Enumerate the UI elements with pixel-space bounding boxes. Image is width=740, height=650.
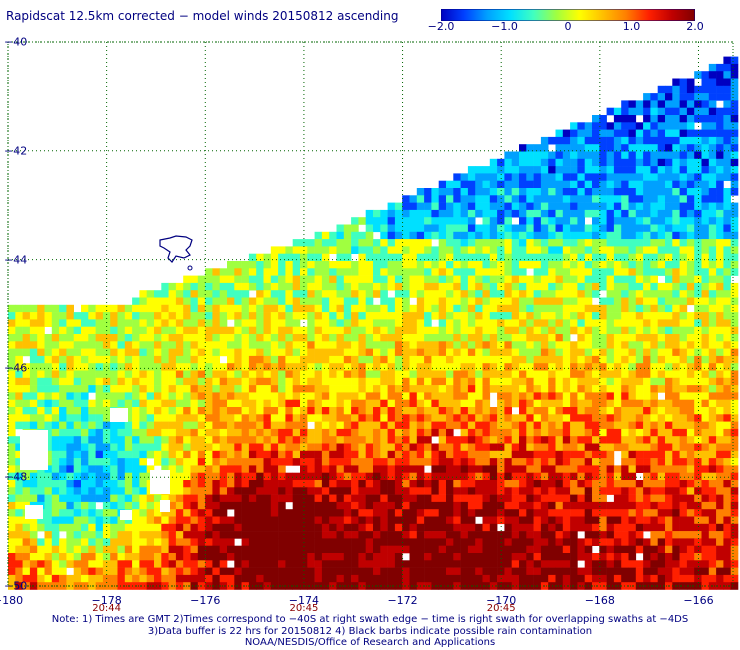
latitude-label: −46 [4,361,28,375]
longitude-label: −170 [486,594,517,607]
wind-cells [8,56,739,590]
longitude-label: −176 [190,594,221,607]
data-gap [160,500,170,512]
longitude-label: −180 [0,594,24,607]
data-gap [120,510,132,520]
latitude-label: −44 [4,253,28,267]
colorbar-tick-label: 2.0 [686,20,704,33]
longitude-label: −174 [288,594,320,607]
colorbar-tick-label: −1.0 [491,20,518,33]
footnote-line-1: Note: 1) Times are GMT 2)Times correspon… [51,614,689,625]
colorbar-tick-label: 0 [564,20,572,33]
data-gap [150,470,170,494]
time-label: 20:45 [486,603,516,614]
colorbar-tick-label: 1.0 [622,20,641,33]
latitude-label: −40 [4,35,28,49]
longitude-label: −166 [683,594,714,607]
latitude-label: −48 [4,470,28,484]
map-title: Rapidscat 12.5km corrected − model winds… [6,9,399,23]
latitude-label: −50 [4,579,28,593]
time-label: 20:44 [92,603,122,614]
footnote-line-2: 3)Data buffer is 22 hrs for 20150812 4) … [147,625,593,637]
small-island [187,265,193,271]
footnote-line-3: NOAA/NESDIS/Office of Research and Appli… [244,637,496,648]
colorbar-gradient [441,9,695,21]
colorbar [441,9,695,21]
longitude-label: −178 [91,594,122,607]
longitude-label: −168 [584,594,615,607]
chatham-islands [159,235,193,263]
data-gap [110,408,128,422]
footnote: Note: 1) Times are GMT 2)Times correspon… [0,614,740,649]
longitude-label: −172 [387,594,418,607]
data-gap [25,505,43,519]
time-label: 20:45 [289,603,319,614]
latitude-label: −42 [4,144,28,158]
data-gap [20,430,48,470]
colorbar-tick-label: −2.0 [427,20,455,33]
